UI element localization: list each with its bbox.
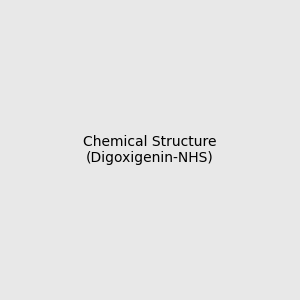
Text: Chemical Structure
(Digoxigenin-NHS): Chemical Structure (Digoxigenin-NHS) (83, 135, 217, 165)
